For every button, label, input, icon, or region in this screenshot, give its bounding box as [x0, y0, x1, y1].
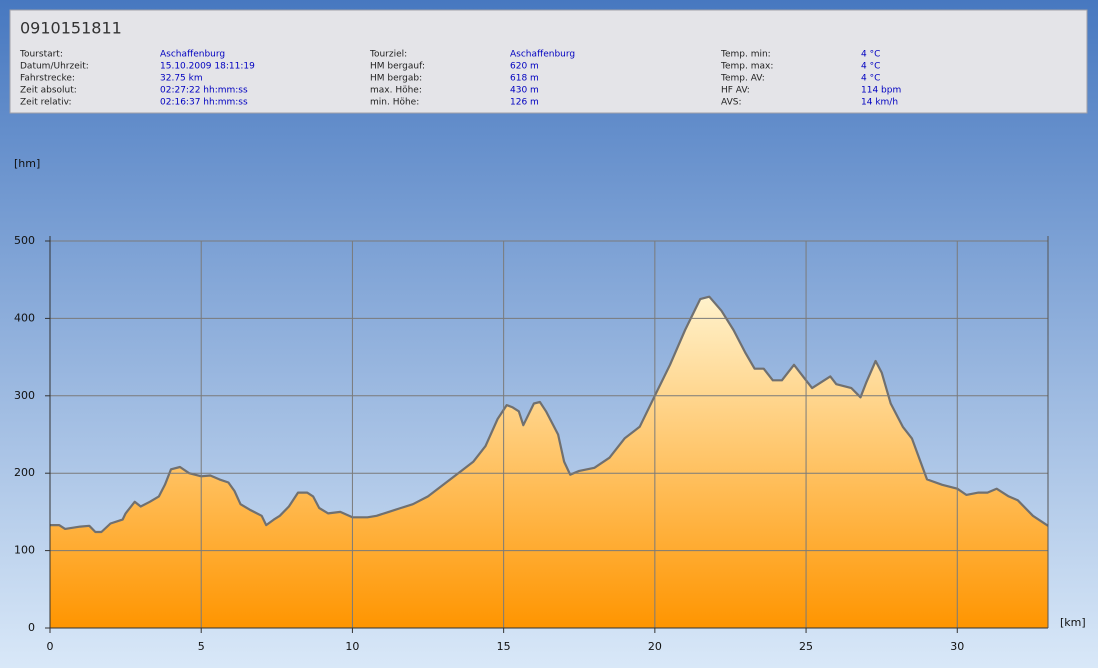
y-axis-label: [hm] — [14, 157, 40, 170]
field-value: 02:16:37 hh:mm:ss — [160, 98, 248, 108]
info-panel — [9, 9, 1088, 114]
panel-title: 0910151811 — [20, 19, 122, 38]
x-tick-label: 0 — [47, 640, 54, 653]
field-label: Temp. AV: — [720, 74, 765, 84]
field-label: Tourstart: — [19, 50, 63, 60]
field-value: 114 bpm — [861, 86, 901, 96]
x-tick-label: 5 — [198, 640, 205, 653]
field-value: 32.75 km — [160, 74, 203, 84]
field-label: Temp. max: — [720, 62, 773, 72]
field-label: Temp. min: — [720, 50, 771, 60]
x-tick-label: 30 — [950, 640, 964, 653]
field-label: AVS: — [721, 98, 741, 108]
field-value: Aschaffenburg — [160, 50, 225, 60]
x-tick-label: 25 — [799, 640, 813, 653]
field-value: 4 °C — [861, 50, 880, 60]
field-value: 15.10.2009 18:11:19 — [160, 62, 255, 72]
field-label: HF AV: — [721, 86, 750, 96]
y-tick-label: 300 — [14, 389, 35, 402]
field-label: HM bergauf: — [370, 62, 425, 72]
y-tick-label: 400 — [14, 311, 35, 324]
area-line — [50, 295, 1049, 534]
y-tick-label: 500 — [14, 234, 35, 247]
x-tick-label: 10 — [345, 640, 359, 653]
y-tick-label: 0 — [28, 621, 35, 634]
field-value: 620 m — [510, 62, 539, 72]
y-tick-label: 200 — [14, 466, 35, 479]
field-label: Zeit absolut: — [20, 86, 77, 96]
y-tick-label: 100 — [14, 544, 35, 557]
field-label: Tourziel: — [369, 50, 407, 60]
field-label: Fahrstrecke: — [20, 74, 75, 84]
field-label: Datum/Uhrzeit: — [20, 62, 89, 72]
area-fill — [50, 296, 1048, 628]
field-label: HM bergab: — [370, 74, 422, 84]
field-value: 14 km/h — [861, 98, 898, 108]
x-axis-label: [km] — [1060, 616, 1086, 629]
field-value: 02:27:22 hh:mm:ss — [160, 86, 248, 96]
field-value: 430 m — [510, 86, 539, 96]
x-tick-label: 20 — [648, 640, 662, 653]
field-label: min. Höhe: — [370, 98, 419, 108]
field-value: 126 m — [510, 98, 539, 108]
field-value: 618 m — [510, 74, 539, 84]
field-label: Zeit relativ: — [20, 98, 72, 108]
field-label: max. Höhe: — [370, 86, 422, 96]
field-value: Aschaffenburg — [510, 50, 575, 60]
field-value: 4 °C — [861, 62, 880, 72]
x-tick-label: 15 — [497, 640, 511, 653]
field-value: 4 °C — [861, 74, 880, 84]
